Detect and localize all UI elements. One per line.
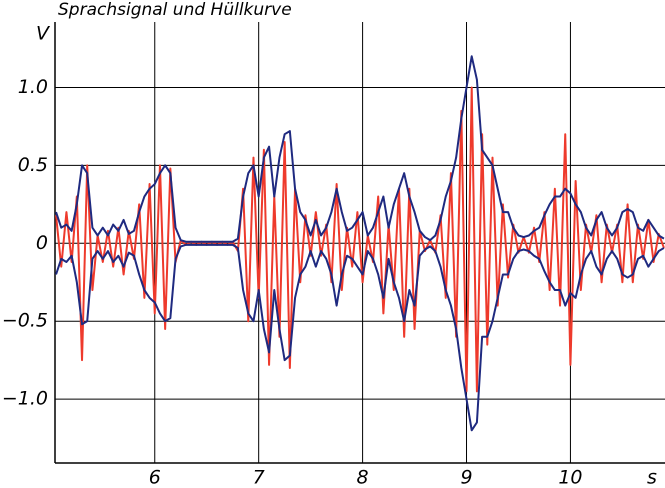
x-tick-label: 6 bbox=[149, 467, 161, 488]
x-tick-label: 9 bbox=[460, 467, 472, 488]
y-tick-label: −0.5 bbox=[2, 310, 48, 332]
y-tick-label: 0.5 bbox=[18, 154, 48, 176]
y-tick-label: 1.0 bbox=[18, 76, 48, 98]
y-tick-label: 0 bbox=[36, 232, 48, 254]
y-axis-label: V bbox=[36, 23, 51, 45]
y-tick-label: −1.0 bbox=[2, 388, 48, 410]
series-line bbox=[55, 86, 665, 393]
x-tick-label: 10 bbox=[558, 467, 582, 488]
series-line bbox=[55, 243, 665, 432]
series-line bbox=[55, 55, 665, 243]
x-tick-label: 7 bbox=[253, 467, 265, 488]
x-tick-label: 8 bbox=[357, 467, 369, 488]
x-axis-label: s bbox=[647, 467, 657, 488]
chart-title: Sprachsignal und Hüllkurve bbox=[58, 0, 292, 20]
